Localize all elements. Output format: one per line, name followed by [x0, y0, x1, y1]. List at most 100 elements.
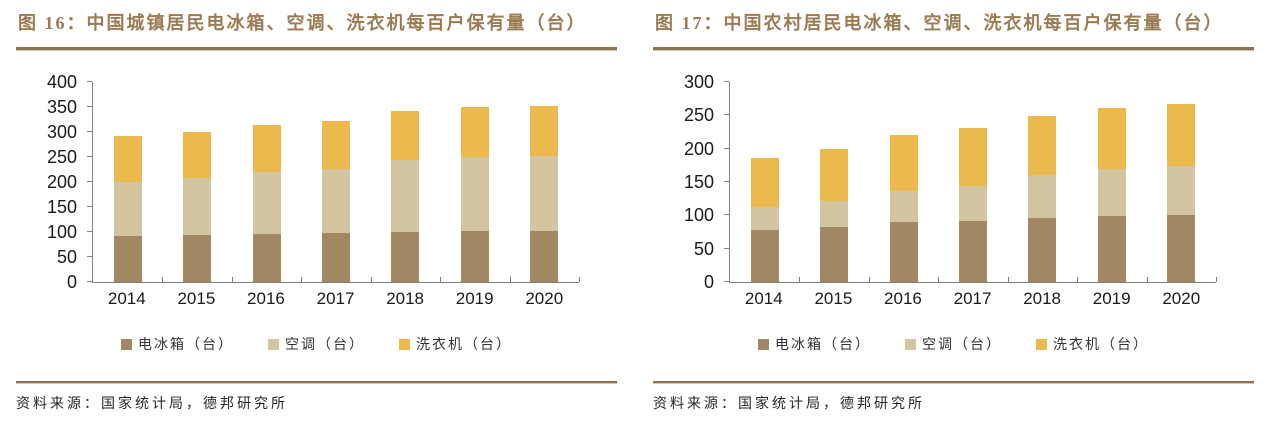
- y-axis-tick-mark: [724, 247, 729, 249]
- y-axis-tick-label: 50: [693, 238, 714, 259]
- bar-segment: [113, 135, 142, 182]
- y-axis-tick-mark: [87, 231, 92, 232]
- y-axis-tick-mark: [724, 114, 729, 116]
- figure-16: 图 16：中国城镇居民电冰箱、空调、洗衣机每百户保有量（台） 0 50 100 150…: [16, 0, 617, 427]
- bar-segment: [460, 107, 489, 157]
- y-axis-tick-label: 150: [46, 197, 77, 217]
- stacked-bar: [252, 82, 281, 282]
- bar-segment: [252, 124, 281, 172]
- stacked-bar: [391, 82, 420, 282]
- x-axis-tick-label: 2020: [525, 289, 564, 308]
- legend-label: 洗衣机（台）: [1053, 338, 1149, 353]
- y-axis-tick-mark: [87, 156, 92, 157]
- bar-segment: [252, 171, 281, 234]
- legend-label: 电冰箱（台）: [775, 338, 871, 353]
- x-axis-tick-mark: [440, 277, 442, 282]
- bar-segment: [820, 226, 849, 282]
- stacked-bar: [322, 82, 350, 282]
- y-axis-tick-mark: [724, 214, 729, 216]
- bar-segment: [113, 182, 142, 236]
- legend-swatch: [1036, 338, 1047, 350]
- y-axis-tick-label: 200: [46, 172, 77, 192]
- source-note: 资料来源：国家统计局，德邦研究所: [653, 397, 925, 412]
- chart-legend: 电冰箱（台） 空调（台） 洗衣机（台）: [653, 334, 1254, 354]
- legend-swatch: [399, 338, 410, 350]
- x-axis-tick-mark: [799, 277, 801, 282]
- stacked-bar: [113, 82, 142, 282]
- y-axis-tick-label: 50: [56, 247, 77, 267]
- x-axis-tick-label: 2018: [1023, 289, 1062, 308]
- bar-segment: [750, 230, 779, 282]
- stacked-bar: [889, 82, 918, 282]
- bar-segment: [1028, 115, 1057, 175]
- x-axis-tick-mark: [938, 277, 940, 282]
- x-axis-tick-label: 2015: [177, 289, 216, 308]
- figure-number-label: 图 17：: [655, 13, 724, 33]
- y-axis-tick-mark: [724, 81, 729, 82]
- legend-swatch: [758, 338, 769, 350]
- bar-segment: [1028, 174, 1057, 219]
- bar-segment: [820, 201, 849, 227]
- bar-segment: [391, 111, 420, 161]
- legend-item: 电冰箱（台）: [758, 334, 871, 354]
- bar-segment: [113, 235, 142, 282]
- legend-item: 空调（台）: [905, 334, 1002, 354]
- x-axis-tick-mark: [370, 277, 372, 282]
- y-axis-tick-label: 0: [703, 272, 714, 292]
- y-axis-tick-label: 300: [683, 72, 714, 92]
- y-axis-tick-mark: [724, 181, 729, 182]
- x-axis-tick-label: 2017: [953, 289, 992, 308]
- y-axis-tick-label: 250: [683, 105, 714, 126]
- bar-segment: [1097, 216, 1126, 282]
- y-axis-tick-label: 400: [46, 72, 77, 92]
- x-axis-tick-mark: [301, 277, 303, 282]
- legend-item: 空调（台）: [268, 334, 365, 354]
- y-axis-tick-mark: [87, 181, 92, 182]
- y-axis-tick-mark: [87, 206, 92, 207]
- y-axis-tick-label: 0: [66, 272, 77, 292]
- bar-segment: [1097, 168, 1126, 217]
- x-axis-tick-mark: [1146, 277, 1148, 282]
- y-axis-tick-mark: [87, 81, 92, 82]
- y-axis-tick-mark: [87, 281, 92, 282]
- x-axis-labels: 2014 2015 2016 2017 2018 2019 2020: [92, 289, 579, 309]
- source-divider: [16, 381, 617, 383]
- figure-number-label: 图 16：: [18, 13, 87, 33]
- legend-label: 电冰箱（台）: [138, 338, 234, 353]
- bar-segment: [820, 148, 849, 202]
- x-axis-tick-label: 2018: [386, 289, 425, 308]
- bar-segment: [183, 177, 212, 235]
- stacked-bar: [750, 82, 779, 282]
- bar-segment: [460, 156, 489, 231]
- y-axis-tick-label: 250: [46, 147, 77, 167]
- bar-segment: [750, 157, 779, 208]
- bar-segment: [183, 131, 212, 178]
- x-axis-tick-label: 2019: [455, 289, 494, 308]
- x-axis-tick-label: 2020: [1162, 289, 1201, 308]
- legend-swatch: [121, 338, 132, 350]
- stacked-bar-chart: 0 50 100 150 200 250 300 350 400 2014 2015 2016 201…: [16, 73, 617, 309]
- legend-label: 空调（台）: [285, 338, 365, 353]
- y-axis-tick-mark: [87, 131, 92, 132]
- legend-label: 洗衣机（台）: [416, 338, 512, 353]
- legend-item: 电冰箱（台）: [121, 334, 234, 354]
- chart-legend: 电冰箱（台） 空调（台） 洗衣机（台）: [16, 334, 617, 354]
- figure-title-text: 中国城镇居民电冰箱、空调、洗衣机每百户保有量（台）: [86, 13, 587, 33]
- legend-label: 空调（台）: [922, 338, 1002, 353]
- x-axis-tick-mark: [1007, 277, 1009, 282]
- y-axis-tick-mark: [87, 106, 92, 107]
- x-axis-labels: 2014 2015 2016 2017 2018 2019 2020: [729, 289, 1216, 309]
- x-axis-tick-mark: [509, 277, 511, 282]
- title-divider: [653, 47, 1254, 50]
- bar-segment: [1167, 165, 1196, 215]
- x-axis-tick-mark: [1216, 277, 1217, 282]
- bar-segment: [322, 168, 350, 233]
- y-axis-tick-mark: [87, 256, 92, 257]
- stacked-bar: [1028, 82, 1057, 282]
- y-axis-tick-mark: [724, 147, 729, 149]
- bar-segment: [959, 185, 987, 221]
- x-axis-tick-label: 2019: [1092, 289, 1131, 308]
- y-axis-tick-label: 100: [683, 205, 714, 226]
- x-axis-tick-label: 2014: [744, 289, 783, 308]
- bar-segment: [750, 207, 779, 231]
